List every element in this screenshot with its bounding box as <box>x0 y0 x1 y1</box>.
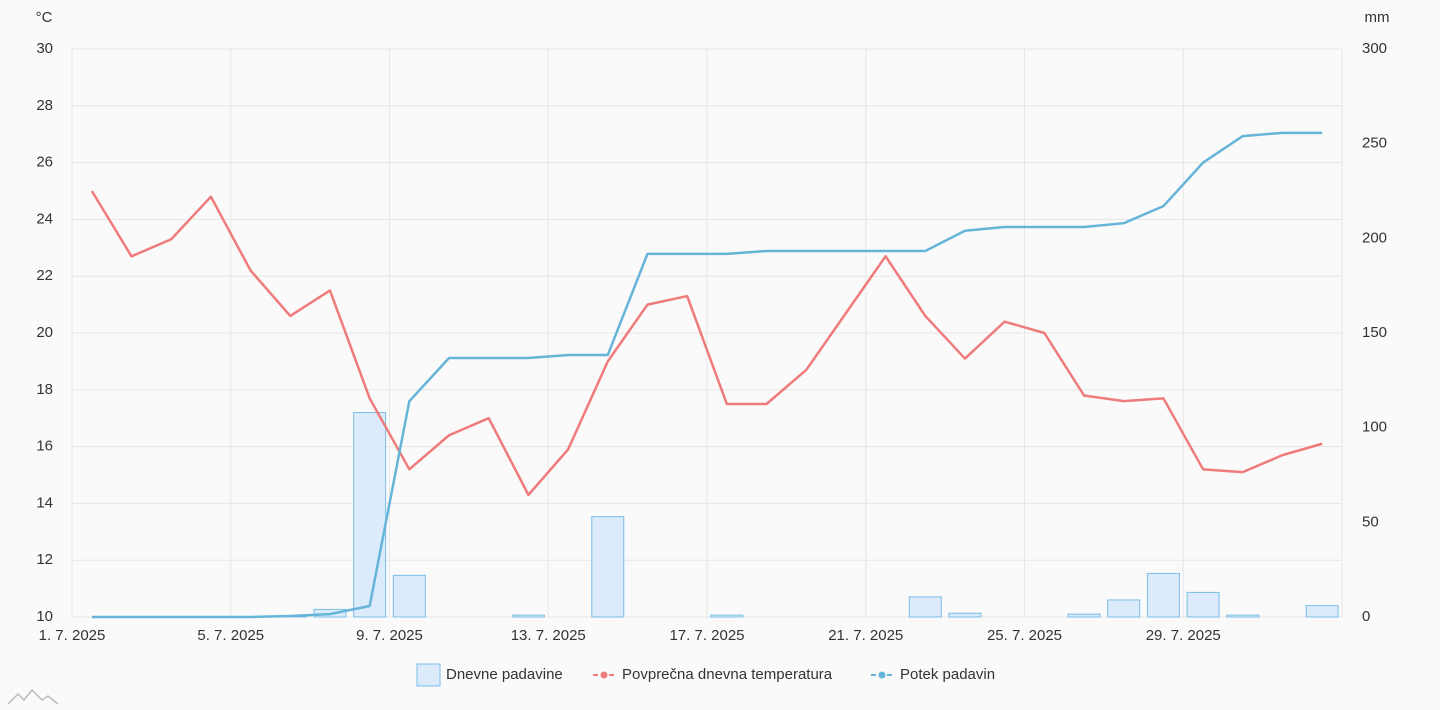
legend-label: Dnevne padavine <box>446 666 563 683</box>
bar <box>1226 614 1260 618</box>
y2-unit: mm <box>1365 9 1390 26</box>
x-tick-label: 29. 7. 2025 <box>1146 627 1221 644</box>
legend-swatch <box>416 663 441 687</box>
legend-label: Povprečna dnevna temperatura <box>622 666 833 683</box>
line <box>90 190 1323 497</box>
bar <box>1146 572 1180 618</box>
y-tick-label: 30 <box>36 40 53 57</box>
y-tick-label: 18 <box>36 381 53 398</box>
bar <box>392 574 426 618</box>
bar <box>948 612 982 618</box>
legend: Dnevne padavine Povprečna dnevna temperat… <box>416 663 995 687</box>
y-tick-label: 10 <box>36 608 53 625</box>
legend-label: Potek padavin <box>900 666 995 683</box>
y2-tick-label: 100 <box>1362 419 1387 436</box>
bar <box>1107 599 1141 618</box>
x-tick-label: 17. 7. 2025 <box>669 627 744 644</box>
bar <box>1067 613 1101 618</box>
y2-tick-label: 0 <box>1362 608 1370 625</box>
grid: 1012141618202224262830050100150200250300… <box>36 40 1387 644</box>
plot <box>90 131 1339 619</box>
legend-swatch <box>878 671 886 679</box>
bar <box>511 614 545 618</box>
y-tick-label: 26 <box>36 154 53 171</box>
x-tick-label: 13. 7. 2025 <box>511 627 586 644</box>
y-unit: °C <box>36 9 53 26</box>
x-tick-label: 21. 7. 2025 <box>828 627 903 644</box>
y-tick-label: 12 <box>36 551 53 568</box>
y-tick-label: 16 <box>36 438 53 455</box>
bar <box>1186 591 1220 618</box>
x-tick-label: 9. 7. 2025 <box>356 627 423 644</box>
y-tick-label: 20 <box>36 324 53 341</box>
x-tick-label: 5. 7. 2025 <box>197 627 264 644</box>
legend-swatch <box>600 671 608 679</box>
y2-tick-label: 50 <box>1362 513 1379 530</box>
bar <box>908 596 942 618</box>
x-tick-label: 25. 7. 2025 <box>987 627 1062 644</box>
y-tick-label: 24 <box>36 210 53 227</box>
line <box>91 131 1323 619</box>
y-tick-label: 22 <box>36 267 53 284</box>
bar <box>1305 605 1339 618</box>
y-tick-label: 28 <box>36 97 53 114</box>
bar <box>591 516 625 618</box>
y2-tick-label: 300 <box>1362 40 1387 57</box>
bar <box>353 412 387 618</box>
logo <box>7 688 59 705</box>
y2-tick-label: 200 <box>1362 229 1387 246</box>
x-tick-label: 1. 7. 2025 <box>39 627 106 644</box>
y2-tick-label: 250 <box>1362 135 1387 152</box>
y-tick-label: 14 <box>36 494 53 511</box>
y2-tick-label: 150 <box>1362 324 1387 341</box>
bar <box>710 614 744 618</box>
